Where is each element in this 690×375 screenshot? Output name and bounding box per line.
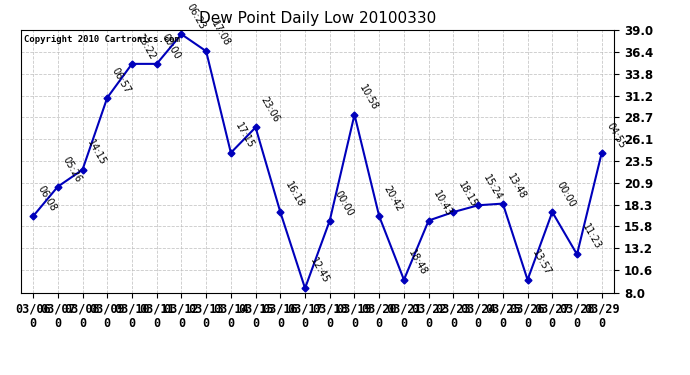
- Text: 17:08: 17:08: [209, 19, 232, 48]
- Text: 20:42: 20:42: [382, 184, 404, 213]
- Text: 13:57: 13:57: [531, 248, 553, 277]
- Text: 05:26: 05:26: [61, 154, 83, 184]
- Text: 11:23: 11:23: [580, 222, 602, 252]
- Text: 00:00: 00:00: [159, 32, 182, 61]
- Text: 23:22: 23:22: [135, 32, 157, 61]
- Text: 16:18: 16:18: [283, 180, 306, 209]
- Text: 12:45: 12:45: [308, 256, 331, 285]
- Title: Dew Point Daily Low 20100330: Dew Point Daily Low 20100330: [199, 11, 436, 26]
- Text: 10:58: 10:58: [357, 83, 380, 112]
- Text: 18:15: 18:15: [456, 180, 479, 209]
- Text: 00:00: 00:00: [555, 180, 578, 209]
- Text: 23:06: 23:06: [258, 96, 281, 124]
- Text: 06:57: 06:57: [110, 66, 132, 95]
- Text: 10:43: 10:43: [431, 189, 454, 218]
- Text: 13:48: 13:48: [506, 172, 528, 201]
- Text: 17:15: 17:15: [234, 121, 256, 150]
- Text: 00:00: 00:00: [333, 189, 355, 218]
- Text: 06:23: 06:23: [184, 2, 207, 32]
- Text: 15:24: 15:24: [481, 173, 504, 202]
- Text: 06:08: 06:08: [36, 184, 59, 213]
- Text: Copyright 2010 Cartronics.com: Copyright 2010 Cartronics.com: [23, 35, 179, 44]
- Text: 14:15: 14:15: [86, 138, 108, 167]
- Text: 04:55: 04:55: [604, 121, 627, 150]
- Text: 18:48: 18:48: [406, 248, 429, 277]
